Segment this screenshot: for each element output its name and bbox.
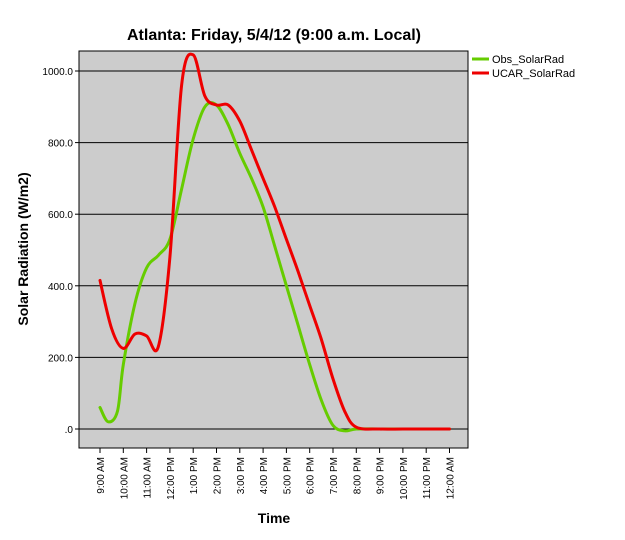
y-axis-label: Solar Radiation (W/m2) (15, 172, 31, 325)
y-tick-label: 400.0 (48, 282, 73, 293)
series-lines (98, 52, 451, 433)
x-tick-label: 2:00 PM (213, 457, 224, 494)
x-tick-label: 11:00 PM (422, 457, 433, 499)
x-axis-ticks: 9:00 AM 10:00 AM 11:00 AM 12:00 PM 1:00 PM 2:… (96, 448, 457, 500)
y-tick-label: .0 (65, 425, 74, 436)
x-tick-label: 3:00 PM (236, 457, 247, 494)
x-tick-label: 6:00 PM (306, 457, 317, 494)
y-tick-label: 1000.0 (42, 67, 73, 78)
legend-label-obs: Obs_SolarRad (492, 54, 564, 66)
x-tick-label: 1:00 PM (189, 457, 200, 494)
x-tick-label: 9:00 AM (96, 457, 107, 494)
legend: Obs_SolarRad UCAR_SolarRad (472, 54, 575, 80)
plot-area (78, 50, 469, 449)
x-tick-label: 5:00 PM (282, 457, 293, 494)
y-axis-ticks: .0 200.0 400.0 600.0 800.0 1000.0 (42, 67, 79, 436)
x-tick-label: 10:00 AM (119, 457, 130, 499)
x-tick-label: 10:00 PM (399, 457, 410, 500)
series-line-obs-solarrad (98, 101, 451, 433)
x-tick-label: 12:00 AM (446, 457, 457, 499)
x-axis-label: Time (258, 510, 291, 526)
y-tick-label: 200.0 (48, 353, 73, 364)
x-tick-label: 7:00 PM (329, 457, 340, 494)
legend-label-ucar: UCAR_SolarRad (492, 68, 575, 80)
x-tick-label: 8:00 PM (352, 457, 363, 494)
y-tick-label: 600.0 (48, 210, 73, 221)
series-line-ucar-solarrad (98, 52, 451, 431)
x-tick-label: 12:00 PM (166, 457, 177, 500)
x-tick-label: 9:00 PM (376, 457, 387, 494)
y-tick-label: 800.0 (48, 139, 73, 150)
x-tick-label: 11:00 AM (143, 457, 154, 499)
x-tick-label: 4:00 PM (259, 457, 270, 494)
chart-title: Atlanta: Friday, 5/4/12 (9:00 a.m. Local… (127, 27, 421, 44)
